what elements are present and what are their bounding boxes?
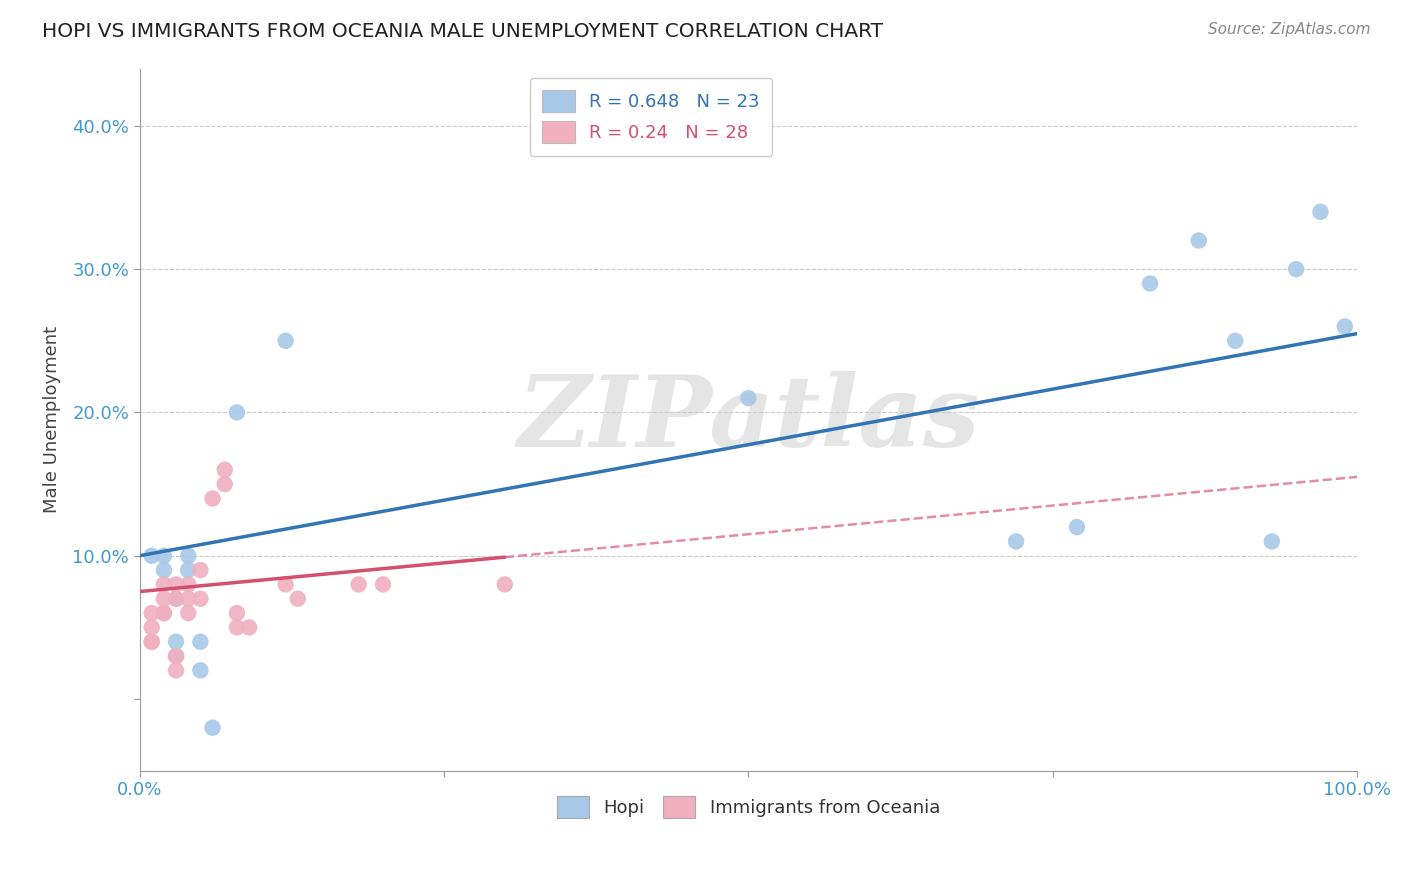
Point: [141, 634, 163, 648]
Point: [153, 563, 176, 577]
Point: [1225, 334, 1247, 348]
Point: [165, 634, 187, 648]
Legend: Hopi, Immigrants from Oceania: Hopi, Immigrants from Oceania: [550, 789, 948, 825]
Point: [1139, 277, 1161, 291]
Point: [153, 606, 176, 620]
Point: [1261, 534, 1284, 549]
Point: [153, 591, 176, 606]
Y-axis label: Male Unemployment: Male Unemployment: [44, 326, 60, 513]
Point: [141, 606, 163, 620]
Point: [141, 549, 163, 563]
Point: [226, 606, 249, 620]
Point: [494, 577, 516, 591]
Point: [1188, 234, 1211, 248]
Text: HOPI VS IMMIGRANTS FROM OCEANIA MALE UNEMPLOYMENT CORRELATION CHART: HOPI VS IMMIGRANTS FROM OCEANIA MALE UNE…: [42, 22, 883, 41]
Point: [287, 591, 309, 606]
Point: [190, 563, 212, 577]
Point: [177, 549, 200, 563]
Point: [201, 721, 224, 735]
Point: [177, 606, 200, 620]
Point: [177, 577, 200, 591]
Point: [226, 620, 249, 634]
Point: [165, 591, 187, 606]
Point: [190, 591, 212, 606]
Point: [165, 591, 187, 606]
Point: [1005, 534, 1028, 549]
Point: [141, 620, 163, 634]
Point: [141, 634, 163, 648]
Point: [165, 648, 187, 663]
Point: [274, 334, 297, 348]
Point: [226, 405, 249, 419]
Point: [165, 577, 187, 591]
Text: Source: ZipAtlas.com: Source: ZipAtlas.com: [1208, 22, 1371, 37]
Point: [214, 463, 236, 477]
Point: [274, 577, 297, 591]
Point: [214, 477, 236, 491]
Point: [153, 577, 176, 591]
Point: [347, 577, 370, 591]
Point: [165, 664, 187, 678]
Point: [1333, 319, 1355, 334]
Point: [177, 563, 200, 577]
Point: [190, 634, 212, 648]
Point: [190, 664, 212, 678]
Point: [1066, 520, 1088, 534]
Text: ZIPatlas: ZIPatlas: [517, 371, 980, 468]
Point: [1285, 262, 1308, 277]
Point: [737, 391, 759, 405]
Point: [177, 591, 200, 606]
Point: [153, 606, 176, 620]
Point: [238, 620, 260, 634]
Point: [165, 648, 187, 663]
Point: [153, 549, 176, 563]
Point: [371, 577, 394, 591]
Point: [201, 491, 224, 506]
Point: [1309, 204, 1331, 219]
